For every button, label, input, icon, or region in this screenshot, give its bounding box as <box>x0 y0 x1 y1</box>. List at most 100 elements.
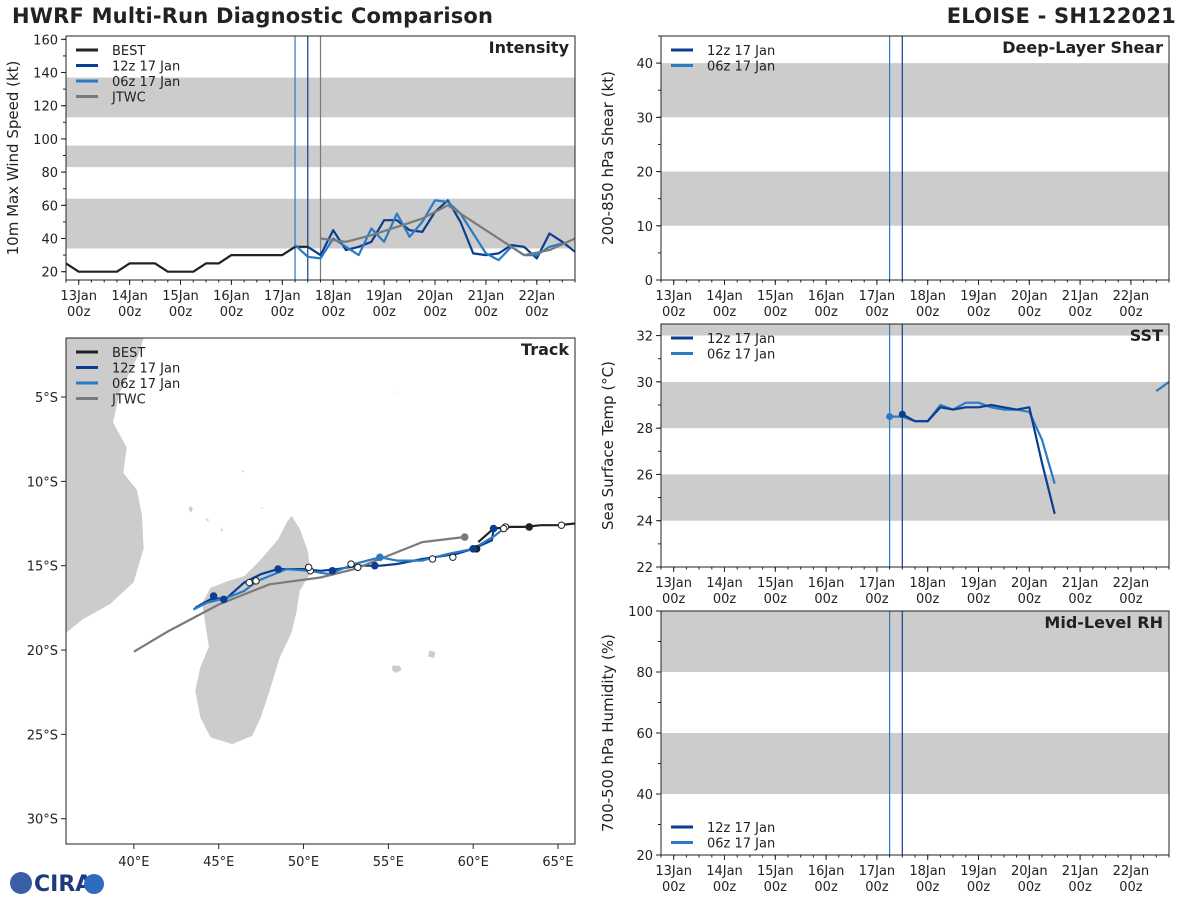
island-aldabra <box>240 468 247 474</box>
plot-area <box>661 36 1169 280</box>
panel-rh: 2040608010013Jan00z14Jan00z15Jan00z16Jan… <box>599 605 1170 895</box>
track-marker-filled <box>219 595 228 604</box>
island-seychelles <box>394 389 400 395</box>
x-tick-label: 20Jan <box>1011 289 1048 304</box>
track-marker-open <box>354 563 362 572</box>
cira-logo: CIRA <box>10 872 104 897</box>
x-tick-label: 16Jan <box>213 289 250 304</box>
x-tick-hour-label: 00z <box>916 880 940 895</box>
x-tick-label: 22Jan <box>1113 576 1150 591</box>
x-tick-hour-label: 00z <box>865 880 889 895</box>
y-tick-label: 100 <box>628 605 653 620</box>
y-tick-label: 160 <box>33 33 58 48</box>
x-tick-hour-label: 00z <box>967 592 991 607</box>
y-tick-label: 25°S <box>27 728 58 743</box>
y-tick-label: 5°S <box>35 391 58 406</box>
track-marker-open <box>304 563 313 572</box>
track-marker-filled <box>376 553 384 562</box>
track-marker-open <box>252 577 260 585</box>
y-axis-label: 10m Max Wind Speed (kt) <box>4 61 22 256</box>
y-tick-label: 24 <box>636 515 653 530</box>
x-tick-label: 17Jan <box>859 576 896 591</box>
track-marker-filled <box>525 523 533 531</box>
x-tick-hour-label: 00z <box>1068 305 1092 320</box>
x-tick-hour-label: 00z <box>423 305 447 320</box>
track-marker-filled <box>370 561 379 570</box>
x-tick-label: 16Jan <box>808 864 845 879</box>
legend-label: 12z 17 Jan <box>112 362 180 377</box>
track-marker-filled <box>328 566 337 575</box>
legend-label: BEST <box>112 44 145 59</box>
track-line-jtwc <box>133 535 465 653</box>
x-tick-hour-label: 00z <box>814 880 838 895</box>
panel-title: Deep-Layer Shear <box>1002 38 1163 57</box>
y-tick-label: 120 <box>33 100 58 115</box>
x-tick-hour-label: 00z <box>372 305 396 320</box>
panel-title: Track <box>521 340 569 359</box>
legend-label: BEST <box>112 346 145 361</box>
panel-title: Intensity <box>489 38 570 57</box>
x-tick-hour-label: 00z <box>865 305 889 320</box>
x-tick-hour-label: 00z <box>271 305 295 320</box>
shaded-band <box>661 474 1169 521</box>
x-tick-hour-label: 00z <box>1018 305 1042 320</box>
panel-intensity: 2040608010012014016013Jan00z14Jan00z15Ja… <box>4 33 576 320</box>
shaded-band <box>661 63 1169 118</box>
x-tick-label: 14Jan <box>111 289 148 304</box>
init-marker <box>886 413 894 421</box>
track-marker-open <box>500 524 508 533</box>
x-tick-label: 18Jan <box>909 864 946 879</box>
island-mayotte <box>219 525 225 533</box>
x-tick-label: 50°E <box>288 855 319 870</box>
series-line-run_06z <box>1155 381 1169 392</box>
x-tick-label: 40°E <box>118 855 149 870</box>
y-tick-label: 20 <box>41 266 58 281</box>
shaded-band <box>661 733 1169 794</box>
x-tick-hour-label: 00z <box>67 305 91 320</box>
y-tick-label: 40 <box>636 788 653 803</box>
y-tick-label: 40 <box>41 233 58 248</box>
storm-id: ELOISE - SH122021 <box>946 4 1176 28</box>
x-tick-label: 13Jan <box>655 864 692 879</box>
track-marker-open <box>557 521 566 529</box>
x-tick-hour-label: 00z <box>713 305 737 320</box>
x-tick-label: 14Jan <box>706 289 743 304</box>
x-tick-hour-label: 00z <box>322 305 346 320</box>
x-tick-label: 15Jan <box>757 576 794 591</box>
panel-shear: 01020304013Jan00z14Jan00z15Jan00z16Jan00… <box>599 35 1170 320</box>
track-marker-open <box>245 578 253 587</box>
x-tick-hour-label: 00z <box>1119 592 1143 607</box>
x-tick-hour-label: 00z <box>814 305 838 320</box>
x-tick-hour-label: 00z <box>1068 592 1092 607</box>
track-marker-open <box>449 553 457 561</box>
x-tick-label: 21Jan <box>1062 576 1099 591</box>
x-tick-label: 21Jan <box>1062 289 1099 304</box>
x-tick-label: 14Jan <box>706 576 743 591</box>
x-tick-hour-label: 00z <box>662 305 686 320</box>
x-tick-hour-label: 00z <box>118 305 142 320</box>
x-tick-label: 14Jan <box>706 864 743 879</box>
legend-label: 06z 17 Jan <box>112 377 180 392</box>
x-tick-hour-label: 00z <box>916 305 940 320</box>
x-tick-label: 19Jan <box>960 576 997 591</box>
y-tick-label: 30 <box>636 376 653 391</box>
x-tick-hour-label: 00z <box>662 592 686 607</box>
legend-label: JTWC <box>111 91 146 106</box>
y-tick-label: 60 <box>41 199 58 214</box>
y-tick-label: 32 <box>636 330 653 345</box>
x-tick-label: 65°E <box>542 855 573 870</box>
x-tick-label: 19Jan <box>960 864 997 879</box>
x-tick-label: 13Jan <box>60 289 97 304</box>
y-tick-label: 80 <box>636 666 653 681</box>
legend-label: 12z 17 Jan <box>112 60 180 75</box>
x-tick-label: 20Jan <box>1011 576 1048 591</box>
plot-area <box>66 36 575 280</box>
shaded-band <box>661 324 1169 336</box>
x-tick-label: 22Jan <box>1113 864 1150 879</box>
y-tick-label: 20 <box>636 166 653 181</box>
plot-area <box>661 611 1169 855</box>
y-tick-label: 22 <box>636 561 653 576</box>
